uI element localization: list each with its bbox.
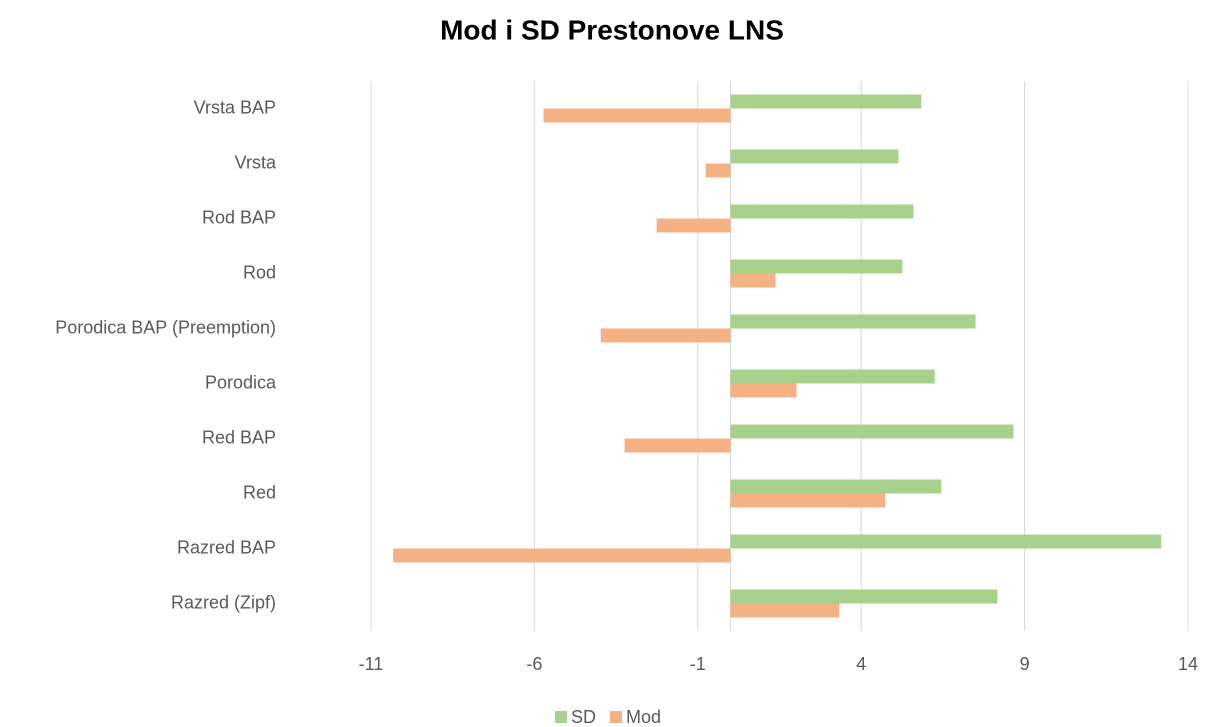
x-tick-label: -6 <box>526 654 542 674</box>
bar <box>730 424 1014 439</box>
bar <box>730 273 776 288</box>
x-tick-label: 14 <box>1178 654 1198 674</box>
bar <box>705 163 731 178</box>
y-tick-label: Red BAP <box>202 427 276 447</box>
bar <box>730 493 886 508</box>
bar <box>730 94 922 109</box>
legend-label: Mod <box>626 707 661 727</box>
y-tick-label: Rod <box>243 262 276 282</box>
bar <box>730 534 1162 549</box>
bar <box>730 369 935 384</box>
bar <box>600 328 731 343</box>
x-tick-label: 9 <box>1020 654 1030 674</box>
bar <box>393 548 731 563</box>
y-tick-label: Red <box>243 482 276 502</box>
chart-title: Mod i SD Prestonove LNS <box>440 14 784 45</box>
bar <box>624 438 731 453</box>
x-tick-label: 4 <box>856 654 866 674</box>
y-tick-label: Porodica BAP (Preemption) <box>55 317 276 337</box>
legend-label: SD <box>571 707 596 727</box>
bar <box>656 218 731 233</box>
bar <box>543 108 731 123</box>
x-tick-label: -1 <box>690 654 706 674</box>
y-tick-label: Rod BAP <box>202 207 276 227</box>
bar <box>730 259 903 274</box>
bar <box>730 149 899 164</box>
y-tick-label: Razred BAP <box>177 537 276 557</box>
x-tick-label: -11 <box>359 654 384 674</box>
legend-swatch <box>555 711 567 723</box>
bar <box>730 589 998 604</box>
y-tick-label: Vrsta BAP <box>194 97 276 117</box>
bar <box>730 603 840 618</box>
y-tick-label: Vrsta <box>235 152 277 172</box>
bar <box>730 383 797 398</box>
bar <box>730 204 914 219</box>
bar <box>730 314 976 329</box>
y-tick-label: Razred (Zipf) <box>171 592 276 612</box>
legend-swatch <box>610 711 623 723</box>
bar <box>730 479 942 494</box>
y-tick-label: Porodica <box>205 372 277 392</box>
